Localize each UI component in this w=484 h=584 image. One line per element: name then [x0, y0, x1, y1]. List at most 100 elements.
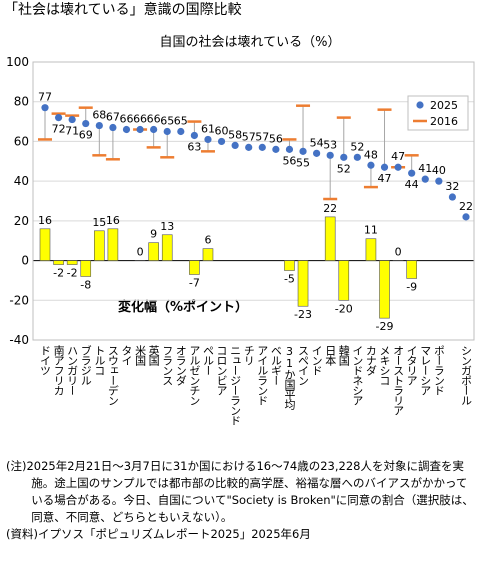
value-label: 48 [364, 148, 378, 161]
value-label: 57 [255, 130, 269, 143]
x-tick-label: 米国 [134, 345, 147, 367]
y-tick-label: 0 [21, 254, 29, 268]
x-tick-label: 韓国 [337, 345, 350, 367]
legend-label: 2025 [430, 99, 458, 112]
dot-2025 [54, 114, 63, 122]
legend-marker [416, 101, 424, 109]
dot-2025 [258, 143, 266, 151]
value-label: 57 [242, 130, 256, 143]
change-bar [161, 234, 173, 261]
value-label: 54 [310, 136, 324, 149]
x-tick-label: トルコ [93, 345, 106, 375]
change-bar [202, 248, 214, 261]
x-tick-label: フランス [161, 345, 174, 386]
x-tick-label: ドイツ [39, 345, 52, 375]
change-bar [66, 260, 78, 265]
value-label: 22 [459, 200, 473, 213]
x-tick-label: スウェーデン [106, 345, 119, 405]
legend-box [407, 95, 469, 131]
value-label: 63 [187, 140, 201, 153]
change-label: -8 [80, 278, 91, 291]
value-label: 32 [445, 180, 459, 193]
dot-2025 [340, 153, 348, 161]
dot-2025 [163, 127, 171, 136]
change-bar [189, 260, 200, 275]
y-tick-label: -40 [9, 333, 29, 347]
dot-2025 [448, 193, 457, 201]
value-label: 65 [160, 115, 174, 128]
change-bar [365, 238, 377, 261]
change-label: -9 [406, 280, 417, 293]
dot-2025 [285, 145, 294, 153]
x-tick-label: アルゼンチン [188, 345, 201, 405]
dot-2025 [217, 137, 226, 146]
change-label: -2 [67, 267, 78, 280]
source: (資料)イプソス「ポピュリズムレポート2025」2025年6月 [6, 527, 311, 541]
change-bar [406, 260, 417, 279]
change-label: 16 [38, 214, 52, 227]
dot-2025 [136, 125, 144, 134]
change-bar [148, 242, 159, 261]
change-bar [107, 228, 119, 261]
value-label: 65 [174, 115, 188, 128]
change-bar [379, 260, 390, 319]
x-tick-label: チリ [242, 345, 255, 365]
value-label: 47 [378, 172, 392, 185]
legend-label: 2016 [430, 115, 458, 128]
y-tick-label: -20 [9, 293, 29, 307]
y-tick-label: 20 [14, 214, 29, 228]
change-label: 22 [323, 202, 337, 215]
value-label: 56 [282, 154, 296, 167]
dot-2025 [326, 151, 334, 159]
value-label: 41 [418, 162, 432, 175]
dot-2025 [408, 169, 416, 177]
value-label: 61 [201, 122, 215, 135]
value-label: 66 [119, 113, 133, 126]
change-label: 13 [160, 220, 174, 233]
x-tick-label: ブラジル [79, 344, 92, 385]
dot-2025 [380, 163, 389, 171]
dot-2025 [150, 125, 158, 134]
x-tick-label: 31か国平均 [283, 345, 296, 411]
x-tick-label: インド [310, 345, 323, 375]
value-label: 66 [147, 113, 161, 126]
plot-frame [32, 61, 475, 341]
x-tick-label: オランダ [174, 345, 187, 386]
value-label: 47 [391, 150, 405, 163]
x-tick-label: オーストラリア [392, 345, 405, 416]
dot-2025 [421, 175, 429, 183]
change-bar [284, 260, 295, 271]
dot-2025 [462, 213, 470, 221]
dot-2025 [177, 127, 185, 136]
y-tick-label: 40 [14, 174, 29, 188]
change-bar [80, 260, 92, 277]
x-tick-label: アイルランド [256, 345, 269, 405]
change-bar [297, 260, 309, 307]
change-label: -7 [189, 276, 200, 289]
dot-2025 [204, 135, 212, 144]
value-label: 72 [52, 123, 66, 136]
change-label: 11 [364, 224, 378, 237]
value-label: 68 [92, 109, 106, 122]
value-label: 52 [337, 162, 351, 175]
x-tick-label: ニュージーランド [229, 345, 242, 425]
value-label: 67 [106, 111, 120, 124]
change-bar [338, 260, 350, 301]
dot-2025 [353, 153, 361, 161]
value-label: 58 [228, 128, 242, 141]
dot-2025 [231, 141, 239, 149]
value-label: 40 [432, 164, 446, 177]
dot-2025 [68, 115, 76, 124]
notes: (注)2025年2月21日～3月7日に31か国における16～74歳の23,228… [6, 458, 478, 543]
x-tick-label: 日本 [324, 345, 337, 367]
change-label: -2 [53, 267, 64, 280]
change-bar [39, 228, 51, 261]
change-label: 0 [395, 246, 402, 259]
x-tick-label: ポーランド [432, 345, 445, 395]
value-label: 77 [38, 91, 52, 104]
value-label: 55 [296, 156, 310, 169]
note: (注)2025年2月21日～3月7日に31か国における16～74歳の23,228… [6, 459, 474, 524]
value-label: 71 [65, 125, 79, 138]
y-tick-label: 60 [14, 134, 29, 148]
